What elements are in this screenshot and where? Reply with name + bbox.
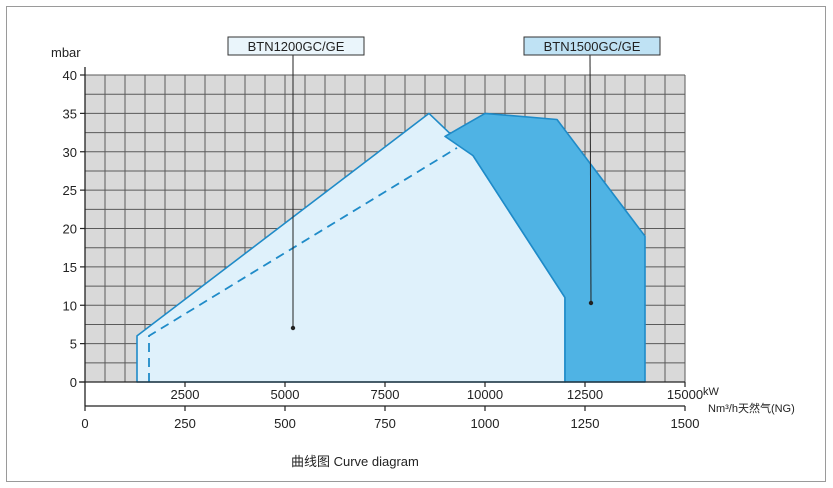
x-tick-label-nm3h: 500 [274,416,296,431]
x-tick-label-nm3h: 250 [174,416,196,431]
y-tick-label: 30 [63,145,77,160]
x-axis-label-kw: kW [703,386,720,398]
series-label-box [227,36,365,56]
y-axis-label: mbar [51,45,81,60]
leader-line [589,54,592,304]
x-axis-label-nm3h: Nm³/h天然气(NG) [708,401,795,415]
series-label-box [523,36,661,56]
y-tick-label: 40 [63,68,77,83]
y-tick-label: 15 [63,260,77,275]
operating-areas [136,112,646,383]
label-btn1200: BTN1200GC/GE [227,36,365,331]
series-labels: BTN1200GC/GE BTN1500GC/GE [227,36,661,331]
chart-caption: 曲线图 Curve diagram [291,454,419,469]
x-tick-label-kw: 7500 [371,387,400,402]
y-tick-label: 0 [70,375,77,390]
y-tick-label: 5 [70,337,77,352]
y-tick-label: 10 [63,298,77,313]
y-tick-label: 35 [63,106,77,121]
x-tick-label-kw: 15000 [667,387,703,402]
series-label-text: BTN1500GC/GE [544,39,641,54]
x-tick-label-nm3h: 750 [374,416,396,431]
y-tick-label: 25 [63,183,77,198]
area-btn1500 [444,112,646,383]
x-tick-label-nm3h: 1250 [571,416,600,431]
series-label-text: BTN1200GC/GE [248,39,345,54]
x-tick-label-kw: 5000 [271,387,300,402]
x-tick-label-kw: 12500 [567,387,603,402]
leader-dot [588,300,594,306]
leader-dot [290,325,296,331]
y-tick-label: 20 [63,222,77,237]
label-btn1500: BTN1500GC/GE [523,36,661,306]
min-pressure-dashed-line [148,147,458,382]
x-tick-label-kw: 2500 [171,387,200,402]
x-tick-label-kw: 10000 [467,387,503,402]
x-tick-label-nm3h: 1000 [471,416,500,431]
x-tick-label-nm3h: 1500 [671,416,700,431]
x-tick-label-nm3h: 0 [81,416,88,431]
